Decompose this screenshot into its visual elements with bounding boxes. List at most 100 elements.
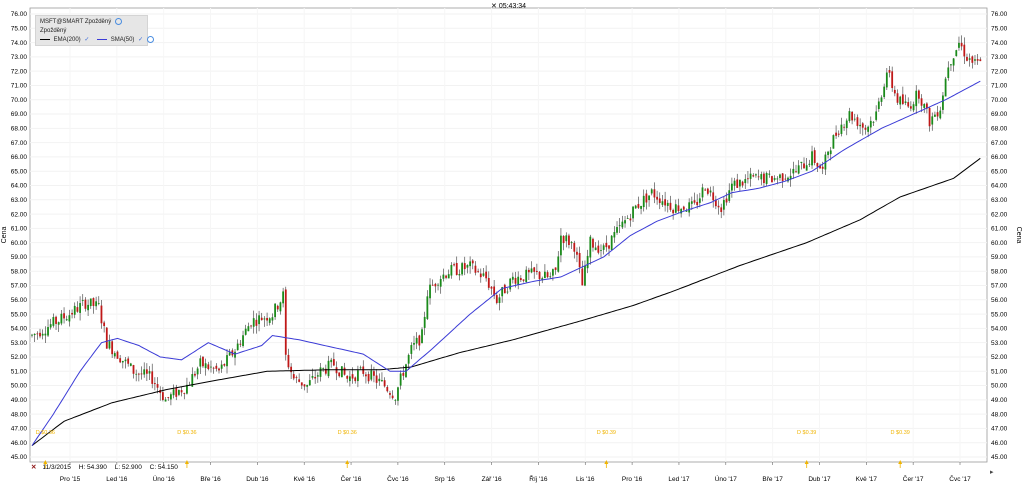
y-axis-label-right: Cena xyxy=(1015,227,1022,244)
candle-body xyxy=(180,390,183,393)
info-high: H: 54.390 xyxy=(78,464,107,471)
y-tick-label-right: 59.00 xyxy=(991,254,1008,261)
candle-body xyxy=(642,195,645,208)
legend-instrument-row: MSFT@SMART Zpožděný xyxy=(40,18,122,26)
candle-body xyxy=(608,245,610,249)
candle-body xyxy=(413,343,415,345)
gear-icon[interactable] xyxy=(114,18,122,25)
y-tick-label-left: 65.00 xyxy=(11,168,28,175)
candle-body xyxy=(186,384,188,394)
candle-body xyxy=(113,353,116,357)
candle-body xyxy=(936,112,939,117)
candle-body xyxy=(816,163,819,167)
candle-body xyxy=(939,110,942,119)
legend-ema-label[interactable]: EMA(200) xyxy=(53,37,81,44)
check-icon[interactable]: ✓ xyxy=(138,37,144,44)
candle-body xyxy=(137,373,140,375)
legend-panel[interactable]: MSFT@SMART Zpožděný Zpožděný EMA(200) ✓ … xyxy=(35,15,154,46)
candle-body xyxy=(445,275,447,278)
y-tick-label-right: 48.00 xyxy=(991,411,1008,418)
ohlc-info-bar: ✕ 11/3/2015 H: 54.390 L: 52.900 C: 54.150 xyxy=(31,463,184,471)
crosshair-marker-icon: ✕ xyxy=(491,3,497,10)
x-tick-label: Kvě '17 xyxy=(856,476,878,483)
candle-body xyxy=(917,90,920,99)
candle-body xyxy=(589,236,592,258)
candle-body xyxy=(434,283,437,287)
y-tick-label-left: 50.00 xyxy=(11,383,28,390)
candle-body xyxy=(210,366,212,368)
candle-body xyxy=(832,135,835,149)
y-tick-label-right: 76.00 xyxy=(991,11,1008,18)
candle-body xyxy=(308,380,311,386)
candle-body xyxy=(602,245,605,250)
candle-body xyxy=(220,364,223,369)
candle-body xyxy=(236,343,239,351)
candle-body xyxy=(300,382,303,386)
y-tick-label-left: 52.00 xyxy=(11,354,28,361)
candle-body xyxy=(437,284,439,286)
y-tick-label-right: 60.00 xyxy=(991,240,1008,247)
legend-sma-swatch xyxy=(97,39,108,40)
candle-body xyxy=(421,329,423,344)
legend-indicators-row: EMA(200) ✓ SMA(50) ✓ xyxy=(40,36,154,44)
y-tick-label-right: 67.00 xyxy=(991,140,1008,147)
candle-body xyxy=(357,370,359,382)
candle-body xyxy=(191,374,194,387)
candle-body xyxy=(888,70,891,73)
candle-body xyxy=(57,322,60,325)
candle-body xyxy=(442,274,445,279)
candle-body xyxy=(63,313,65,319)
candle-body xyxy=(856,117,859,126)
candle-body xyxy=(853,118,856,120)
x-tick-label: Bře '16 xyxy=(200,476,221,483)
candle-body xyxy=(266,317,268,321)
candle-body xyxy=(490,286,493,289)
legend-sma-label[interactable]: SMA(50) xyxy=(110,37,135,44)
candle-body xyxy=(960,42,963,47)
y-tick-label-left: 63.00 xyxy=(11,197,28,204)
candle-body xyxy=(458,274,461,276)
candle-body xyxy=(447,274,450,279)
candle-body xyxy=(292,374,295,379)
dividend-label: D $0.36 xyxy=(36,430,55,436)
candle-body xyxy=(610,235,613,250)
candle-body xyxy=(926,103,928,109)
candle-body xyxy=(942,95,944,110)
gear-icon[interactable] xyxy=(146,36,154,43)
candle-body xyxy=(549,276,552,278)
candle-body xyxy=(872,121,875,123)
candle-body xyxy=(164,399,167,402)
candle-body xyxy=(429,284,431,299)
info-close: C: 54.150 xyxy=(149,464,178,471)
scroll-right-arrow-icon[interactable]: ▸ xyxy=(990,469,994,476)
close-icon[interactable]: ✕ xyxy=(31,464,37,471)
candle-body xyxy=(346,375,349,379)
candle-body xyxy=(172,389,175,396)
candle-body xyxy=(474,265,477,273)
y-tick-label-left: 49.00 xyxy=(11,397,28,404)
candle-body xyxy=(119,358,122,363)
y-tick-label-left: 74.00 xyxy=(11,40,28,47)
candle-body xyxy=(661,201,664,205)
candle-body xyxy=(725,198,728,203)
candle-body xyxy=(923,104,926,108)
y-tick-label-left: 71.00 xyxy=(11,83,28,90)
candle-body xyxy=(527,269,530,273)
info-low: L: 52.900 xyxy=(114,464,142,471)
candle-body xyxy=(463,263,466,270)
sma50-line xyxy=(31,80,981,446)
y-tick-label-left: 75.00 xyxy=(11,25,28,32)
candle-body xyxy=(605,242,608,248)
check-icon[interactable]: ✓ xyxy=(84,37,90,44)
candle-body xyxy=(100,305,103,324)
candle-body xyxy=(324,368,327,374)
candle-body xyxy=(771,176,773,183)
candle-body xyxy=(752,175,755,177)
y-tick-label-left: 46.00 xyxy=(11,440,28,447)
candle-body xyxy=(314,376,317,379)
candle-body xyxy=(581,268,584,286)
y-tick-label-left: 48.00 xyxy=(11,411,28,418)
candle-body xyxy=(813,150,816,163)
candle-body xyxy=(509,278,512,290)
